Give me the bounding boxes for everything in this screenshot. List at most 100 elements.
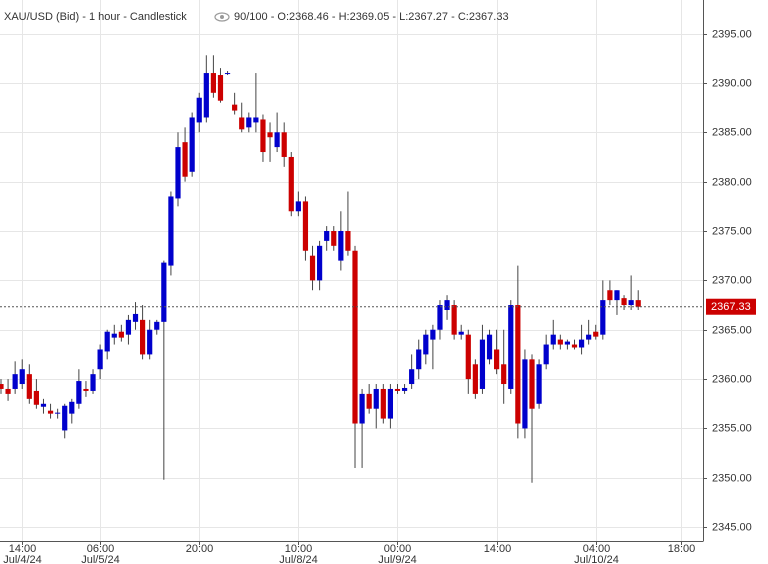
candle-body: [472, 364, 478, 394]
candle-body: [19, 369, 25, 385]
candle-body: [409, 369, 415, 385]
candle-body: [458, 331, 464, 335]
candle-body: [125, 319, 132, 335]
candle-body: [111, 333, 117, 338]
candle-body: [522, 359, 528, 429]
candle-body: [338, 231, 344, 261]
candle-body: [83, 388, 89, 391]
candle-body: [571, 344, 578, 348]
candle-body: [515, 305, 521, 424]
candle-body: [437, 305, 443, 330]
candle-body: [508, 305, 514, 389]
x-tick-date: Jul/10/24: [574, 554, 619, 564]
candle-body: [239, 117, 245, 130]
candle-body: [62, 405, 68, 431]
candle-body: [232, 104, 238, 111]
candle-body: [97, 349, 103, 370]
candle-body: [33, 390, 39, 405]
candle-body: [0, 384, 4, 389]
candle-body: [607, 290, 613, 301]
candle-body: [154, 321, 160, 330]
candle-body: [387, 388, 394, 419]
candle-body: [401, 387, 408, 391]
candle-body: [217, 75, 224, 101]
last-price-box: [706, 298, 756, 315]
candle-body: [40, 403, 47, 407]
candle-body: [430, 329, 436, 340]
candle-body: [486, 334, 493, 360]
candle-body: [267, 132, 273, 138]
candle-body: [557, 339, 563, 345]
candle-body: [26, 374, 32, 399]
candle-body: [501, 364, 507, 385]
candle-body: [586, 334, 592, 340]
candle-body: [394, 388, 401, 391]
candle-body: [352, 250, 358, 424]
candle-body: [317, 245, 323, 281]
candle-body: [132, 313, 139, 322]
x-tick-label: 06:00: [87, 543, 115, 555]
y-tick-label: 2350.00: [712, 472, 752, 484]
y-tick-label: 2390.00: [712, 77, 752, 89]
candle-body: [380, 388, 386, 419]
y-tick-label: 2370.00: [712, 274, 752, 286]
candle-body: [614, 290, 620, 301]
candle-body: [324, 231, 330, 241]
candle-body: [444, 300, 450, 310]
candle-body: [331, 231, 337, 246]
y-tick-label: 2365.00: [712, 324, 752, 336]
candle-body: [543, 344, 549, 365]
candle-body: [76, 381, 82, 404]
candle-body: [168, 196, 174, 266]
candle-body: [196, 97, 202, 123]
x-tick-date: Jul/9/24: [378, 554, 417, 564]
candle-body: [593, 331, 599, 337]
candle-body: [253, 117, 259, 123]
eye-icon[interactable]: [214, 12, 230, 22]
candle-body: [479, 339, 486, 389]
candle-body: [578, 339, 585, 348]
candle-body: [47, 410, 54, 414]
candle-body: [69, 401, 75, 414]
candle-body: [5, 388, 11, 394]
candle-body: [274, 132, 280, 148]
candle-body: [536, 364, 542, 404]
candle-body: [564, 341, 571, 345]
candle-body: [366, 393, 372, 409]
x-tick-label: 14:00: [484, 543, 512, 555]
candle-body: [465, 334, 471, 380]
candle-body: [281, 132, 287, 157]
candle-body: [494, 349, 500, 370]
candle-body: [203, 73, 209, 118]
x-tick-label: 14:00: [9, 543, 37, 555]
candle-body: [416, 349, 422, 370]
candle-body: [175, 147, 181, 199]
candle-body: [309, 255, 316, 281]
candle-body: [423, 334, 429, 355]
candle-body: [288, 156, 294, 212]
candle-body: [161, 262, 167, 322]
candle-body: [118, 331, 124, 338]
candle-body: [550, 334, 556, 345]
x-tick-label: 10:00: [285, 543, 313, 555]
candle-body: [451, 305, 457, 335]
grid: [0, 0, 703, 541]
candle-body: [628, 300, 634, 306]
ohlc-header: 90/100 - O:2368.46 - H:2369.05 - L:2367.…: [234, 11, 509, 23]
candle-body: [246, 117, 252, 128]
candle-body: [373, 388, 379, 409]
x-tick-label: 04:00: [583, 543, 611, 555]
candle-body: [210, 73, 216, 93]
y-tick-label: 2385.00: [712, 126, 752, 138]
candle-body: [55, 412, 61, 414]
x-tick-date: Jul/5/24: [81, 554, 120, 564]
candle-body: [635, 300, 641, 307]
candle-body: [345, 231, 351, 251]
last-price-label: 2367.33: [711, 301, 751, 313]
candle-body: [260, 119, 266, 153]
y-tick-label: 2380.00: [712, 176, 752, 188]
candle-body: [600, 300, 606, 335]
x-tick-label: 00:00: [384, 543, 412, 555]
y-tick-label: 2360.00: [712, 373, 752, 385]
